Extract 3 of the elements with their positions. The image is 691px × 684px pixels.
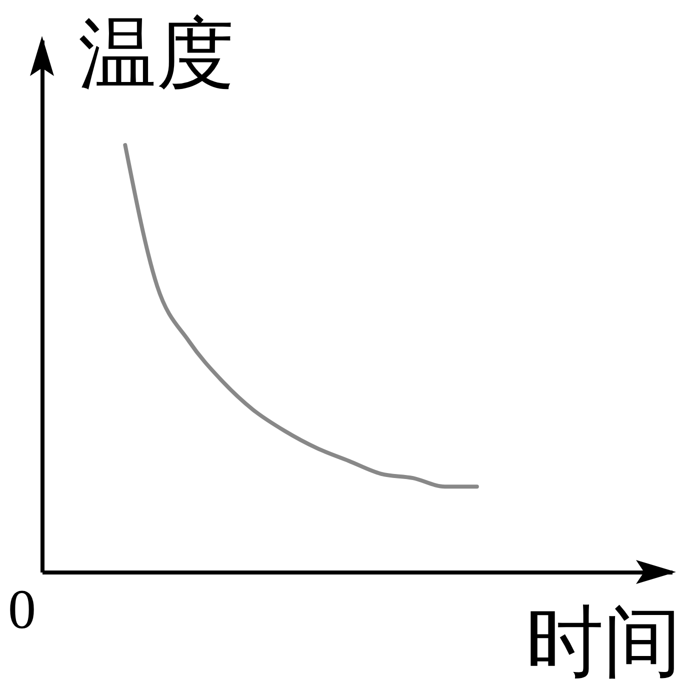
y-axis-title: 温度: [78, 10, 234, 98]
text: 0: [8, 578, 36, 642]
x-axis-title: 时间: [526, 598, 682, 684]
